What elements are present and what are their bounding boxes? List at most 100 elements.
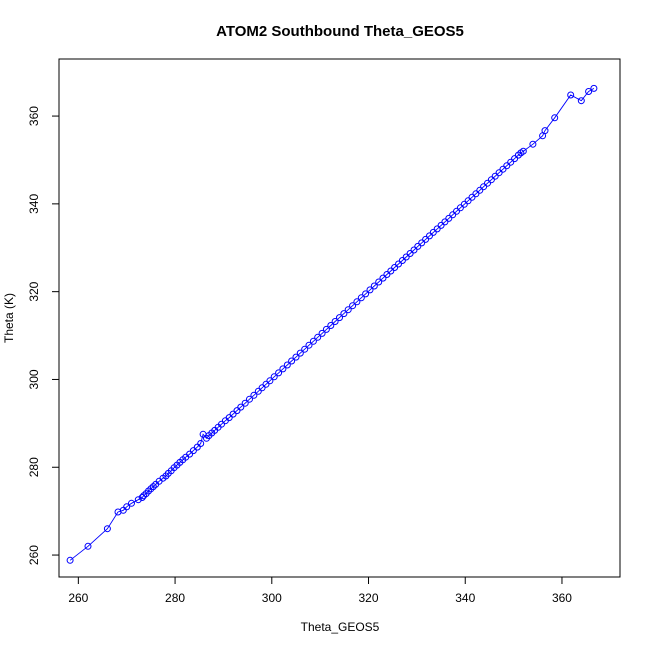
data-point bbox=[340, 310, 348, 318]
data-point bbox=[480, 183, 488, 191]
data-point bbox=[288, 357, 296, 365]
data-point bbox=[464, 197, 472, 205]
data-point bbox=[254, 387, 262, 395]
data-point bbox=[262, 380, 270, 388]
data-point bbox=[422, 235, 430, 243]
data-point bbox=[283, 361, 291, 369]
data-point bbox=[460, 200, 468, 208]
data-point bbox=[309, 337, 317, 345]
data-point bbox=[507, 158, 515, 166]
data-point bbox=[577, 97, 585, 105]
data-point bbox=[383, 271, 391, 278]
x-tick-label: 320 bbox=[359, 591, 379, 605]
data-point bbox=[551, 114, 559, 122]
y-tick-label: 360 bbox=[27, 106, 41, 126]
data-point bbox=[511, 155, 519, 163]
data-point bbox=[305, 341, 313, 349]
data-point bbox=[344, 306, 352, 314]
data-point bbox=[189, 447, 197, 455]
data-point bbox=[402, 253, 410, 261]
data-point bbox=[275, 369, 283, 377]
data-point bbox=[391, 264, 399, 271]
data-point bbox=[366, 286, 374, 294]
data-point bbox=[491, 172, 499, 180]
y-tick-label: 300 bbox=[27, 369, 41, 389]
data-point bbox=[379, 274, 387, 282]
data-point bbox=[445, 214, 453, 222]
data-point bbox=[149, 483, 157, 491]
data-point bbox=[241, 399, 249, 407]
data-point bbox=[503, 162, 511, 170]
data-point bbox=[246, 395, 253, 403]
data-point bbox=[331, 318, 339, 325]
data-point bbox=[270, 373, 278, 381]
data-point bbox=[429, 228, 437, 236]
data-point bbox=[147, 485, 155, 493]
data-point bbox=[453, 207, 460, 215]
x-tick-label: 260 bbox=[68, 591, 88, 605]
data-point bbox=[541, 127, 549, 135]
data-point bbox=[437, 221, 445, 229]
data-point bbox=[318, 329, 326, 337]
series-layer bbox=[66, 84, 598, 564]
data-point bbox=[375, 278, 383, 286]
data-point bbox=[529, 140, 537, 148]
data-point bbox=[266, 377, 274, 385]
data-point bbox=[128, 499, 135, 507]
y-tick-label: 280 bbox=[27, 457, 41, 477]
data-point bbox=[229, 410, 237, 418]
data-point bbox=[186, 450, 194, 458]
data-point bbox=[134, 496, 142, 504]
data-point bbox=[398, 257, 406, 264]
data-point bbox=[357, 294, 365, 302]
data-point bbox=[487, 176, 495, 184]
y-axis: 260 280 300 320 340 360 bbox=[27, 106, 60, 565]
data-point bbox=[441, 218, 449, 226]
data-point bbox=[197, 440, 205, 447]
x-tick-label: 280 bbox=[165, 591, 185, 605]
data-point bbox=[327, 322, 335, 329]
data-point bbox=[218, 420, 225, 428]
x-tick-label: 340 bbox=[455, 591, 475, 605]
data-point bbox=[387, 267, 395, 275]
data-point bbox=[123, 503, 131, 511]
data-point bbox=[456, 204, 464, 212]
data-point bbox=[225, 414, 233, 422]
data-point bbox=[353, 298, 361, 306]
y-axis-label: Theta (K) bbox=[2, 293, 16, 343]
data-point bbox=[279, 365, 287, 373]
chart-title: ATOM2 Southbound Theta_GEOS5 bbox=[216, 23, 464, 40]
data-point bbox=[336, 314, 343, 322]
data-point bbox=[314, 333, 322, 341]
data-point bbox=[567, 91, 575, 99]
data-point bbox=[410, 246, 418, 254]
data-point bbox=[322, 325, 330, 333]
data-point bbox=[433, 225, 441, 233]
data-point bbox=[426, 232, 433, 240]
data-point bbox=[585, 88, 593, 95]
y-tick-label: 340 bbox=[27, 194, 41, 214]
data-point bbox=[476, 186, 484, 194]
y-tick-label: 320 bbox=[27, 281, 41, 301]
x-axis: 260 280 300 320 340 360 bbox=[68, 576, 572, 605]
data-point bbox=[449, 211, 457, 219]
data-point bbox=[250, 391, 258, 399]
data-point bbox=[468, 193, 476, 201]
data-point bbox=[418, 239, 426, 247]
data-point bbox=[145, 487, 152, 495]
data-point bbox=[258, 384, 266, 392]
data-point bbox=[495, 169, 503, 177]
data-point bbox=[301, 345, 309, 353]
data-point bbox=[414, 242, 422, 250]
data-point bbox=[484, 179, 491, 187]
x-tick-label: 360 bbox=[552, 591, 572, 605]
data-point bbox=[296, 349, 304, 357]
data-point bbox=[349, 302, 357, 310]
data-point bbox=[499, 165, 507, 173]
data-point bbox=[233, 407, 241, 415]
data-point bbox=[362, 290, 370, 298]
data-point bbox=[519, 147, 527, 155]
data-point bbox=[237, 403, 245, 411]
data-point bbox=[66, 556, 74, 564]
